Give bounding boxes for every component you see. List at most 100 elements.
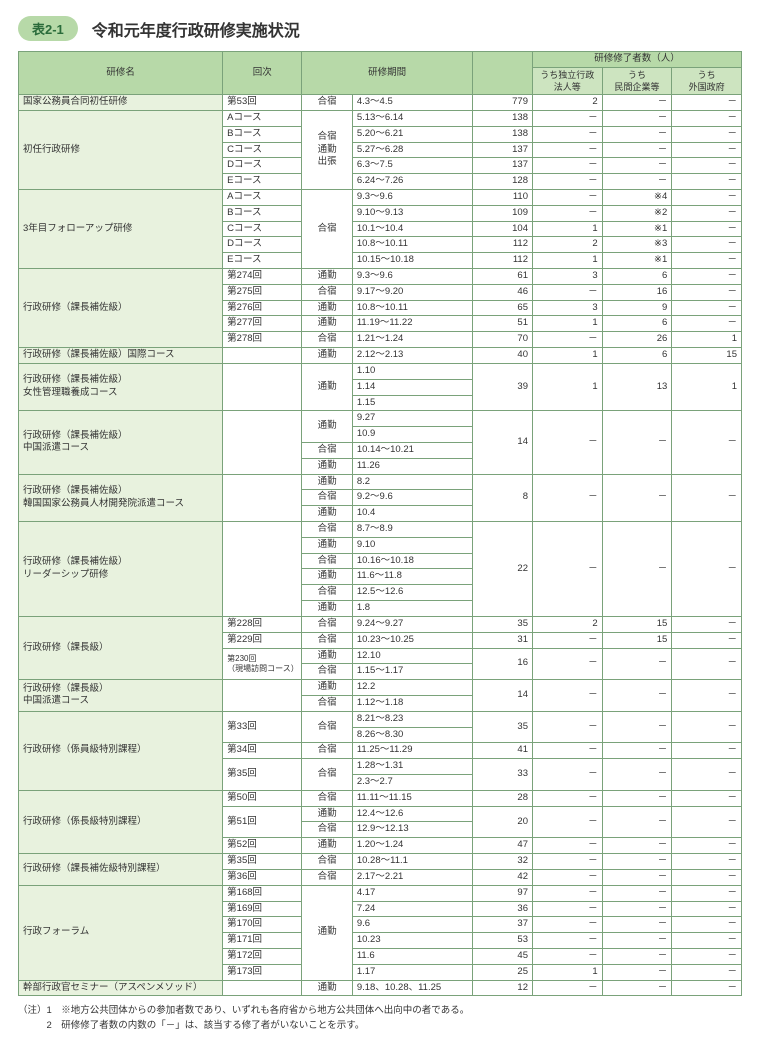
cell-period: 9.2～9.6	[352, 490, 472, 506]
cell-form: 合宿	[302, 632, 352, 648]
cell-period: 12.4～12.6	[352, 806, 472, 822]
cell-u3: －	[672, 869, 742, 885]
table-row: 行政研修（課長級）第228回合宿9.24～9.2735215－	[19, 616, 742, 632]
cell-form: 合宿	[302, 332, 352, 348]
cell-form: 通勤	[302, 411, 352, 443]
cell-form: 合宿	[302, 189, 352, 268]
cell-form: 通勤	[302, 316, 352, 332]
footnotes: （注）1 ※地方公共団体からの参加者数であり、いずれも各府省から地方公共団体へ出…	[18, 1004, 742, 1033]
cell-period: 2.17～2.21	[352, 869, 472, 885]
table-row: 行政研修（課長補佐級特別課程）第35回合宿10.28～11.132－－－	[19, 854, 742, 870]
cell-name: 幹部行政官セミナー（アスペンメソッド）	[19, 980, 223, 996]
cell-u1: －	[532, 806, 602, 838]
cell-total: 35	[472, 616, 532, 632]
cell-u3: －	[672, 522, 742, 617]
cell-u3: －	[672, 269, 742, 285]
cell-name: 初任行政研修	[19, 110, 223, 189]
cell-total: 110	[472, 189, 532, 205]
cell-u1: －	[532, 205, 602, 221]
cell-period: 8.7～8.9	[352, 522, 472, 538]
cell-u1: －	[532, 110, 602, 126]
cell-form: 通勤	[302, 885, 352, 980]
cell-form: 通勤	[302, 680, 352, 696]
cell-u1: 2	[532, 616, 602, 632]
cell-u1: －	[532, 711, 602, 743]
cell-u1: －	[532, 838, 602, 854]
cell-u1: 3	[532, 269, 602, 285]
cell-period: 11.25～11.29	[352, 743, 472, 759]
cell-period: 9.3～9.6	[352, 269, 472, 285]
cell-kai: 第36回	[223, 869, 302, 885]
cell-form: 通勤	[302, 806, 352, 822]
cell-u3: －	[672, 237, 742, 253]
cell-period: 1.14	[352, 379, 472, 395]
cell-form: 通勤	[302, 348, 352, 364]
cell-u2: －	[602, 711, 672, 743]
cell-name: 行政研修（課長級）	[19, 616, 223, 679]
cell-u2: ※2	[602, 205, 672, 221]
cell-period: 7.24	[352, 901, 472, 917]
cell-u3: －	[672, 964, 742, 980]
cell-kai: Bコース	[223, 205, 302, 221]
cell-u3: －	[672, 300, 742, 316]
cell-total: 45	[472, 948, 532, 964]
table-body: 国家公務員合同初任研修第53回合宿4.3～4.57792－－初任行政研修Aコース…	[19, 95, 742, 996]
cell-form: 通勤	[302, 506, 352, 522]
cell-u2: 15	[602, 616, 672, 632]
cell-total: 53	[472, 933, 532, 949]
cell-kai: Cコース	[223, 142, 302, 158]
cell-u2: 6	[602, 316, 672, 332]
cell-period: 10.23～10.25	[352, 632, 472, 648]
cell-period: 9.24～9.27	[352, 616, 472, 632]
cell-u2: －	[602, 948, 672, 964]
cell-period: 12.5～12.6	[352, 585, 472, 601]
cell-u1: －	[532, 917, 602, 933]
cell-u3: －	[672, 221, 742, 237]
cell-form: 合宿	[302, 553, 352, 569]
cell-u2: 9	[602, 300, 672, 316]
cell-u1: －	[532, 411, 602, 474]
cell-name: 行政研修（係員級特別課程）	[19, 711, 223, 790]
cell-period: 1.17	[352, 964, 472, 980]
cell-total: 137	[472, 158, 532, 174]
cell-u1: －	[532, 126, 602, 142]
cell-u2: －	[602, 743, 672, 759]
cell-form: 通勤	[302, 601, 352, 617]
cell-kai: 第172回	[223, 948, 302, 964]
cell-u2: 6	[602, 269, 672, 285]
cell-kai: 第34回	[223, 743, 302, 759]
table-row: 行政研修（係長級特別課程）第50回合宿11.11～11.1528－－－	[19, 790, 742, 806]
cell-period: 10.9	[352, 427, 472, 443]
cell-kai: Bコース	[223, 126, 302, 142]
title-bar: 表2-1 令和元年度行政研修実施状況	[18, 16, 742, 41]
cell-u3: －	[672, 174, 742, 190]
cell-u3: －	[672, 917, 742, 933]
cell-u2: －	[602, 854, 672, 870]
table-row: 幹部行政官セミナー（アスペンメソッド）通勤9.18、10.28、11.2512－…	[19, 980, 742, 996]
cell-u2: －	[602, 142, 672, 158]
cell-u2: －	[602, 980, 672, 996]
cell-name: 行政研修（課長級）中国派遣コース	[19, 680, 223, 712]
cell-form: 合宿	[302, 442, 352, 458]
cell-total: 61	[472, 269, 532, 285]
cell-u3: －	[672, 933, 742, 949]
cell-kai: Aコース	[223, 189, 302, 205]
cell-name: 行政研修（課長補佐級）女性管理職養成コース	[19, 363, 223, 410]
cell-period: 1.21～1.24	[352, 332, 472, 348]
cell-total: 25	[472, 964, 532, 980]
cell-u2: －	[602, 964, 672, 980]
cell-kai: 第50回	[223, 790, 302, 806]
cell-u2: －	[602, 522, 672, 617]
cell-form: 通勤	[302, 648, 352, 664]
training-table: 研修名 回次 研修期間 研修修了者数（人） うち独立行政法人等 うち民間企業等 …	[18, 51, 742, 996]
cell-total: 16	[472, 648, 532, 680]
cell-period: 1.15～1.17	[352, 664, 472, 680]
th-period: 研修期間	[302, 52, 473, 95]
cell-u2: －	[602, 680, 672, 712]
cell-total: 138	[472, 126, 532, 142]
cell-period: 11.26	[352, 458, 472, 474]
cell-kai	[223, 363, 302, 410]
cell-u1: －	[532, 522, 602, 617]
cell-u1: －	[532, 790, 602, 806]
cell-kai	[223, 348, 302, 364]
